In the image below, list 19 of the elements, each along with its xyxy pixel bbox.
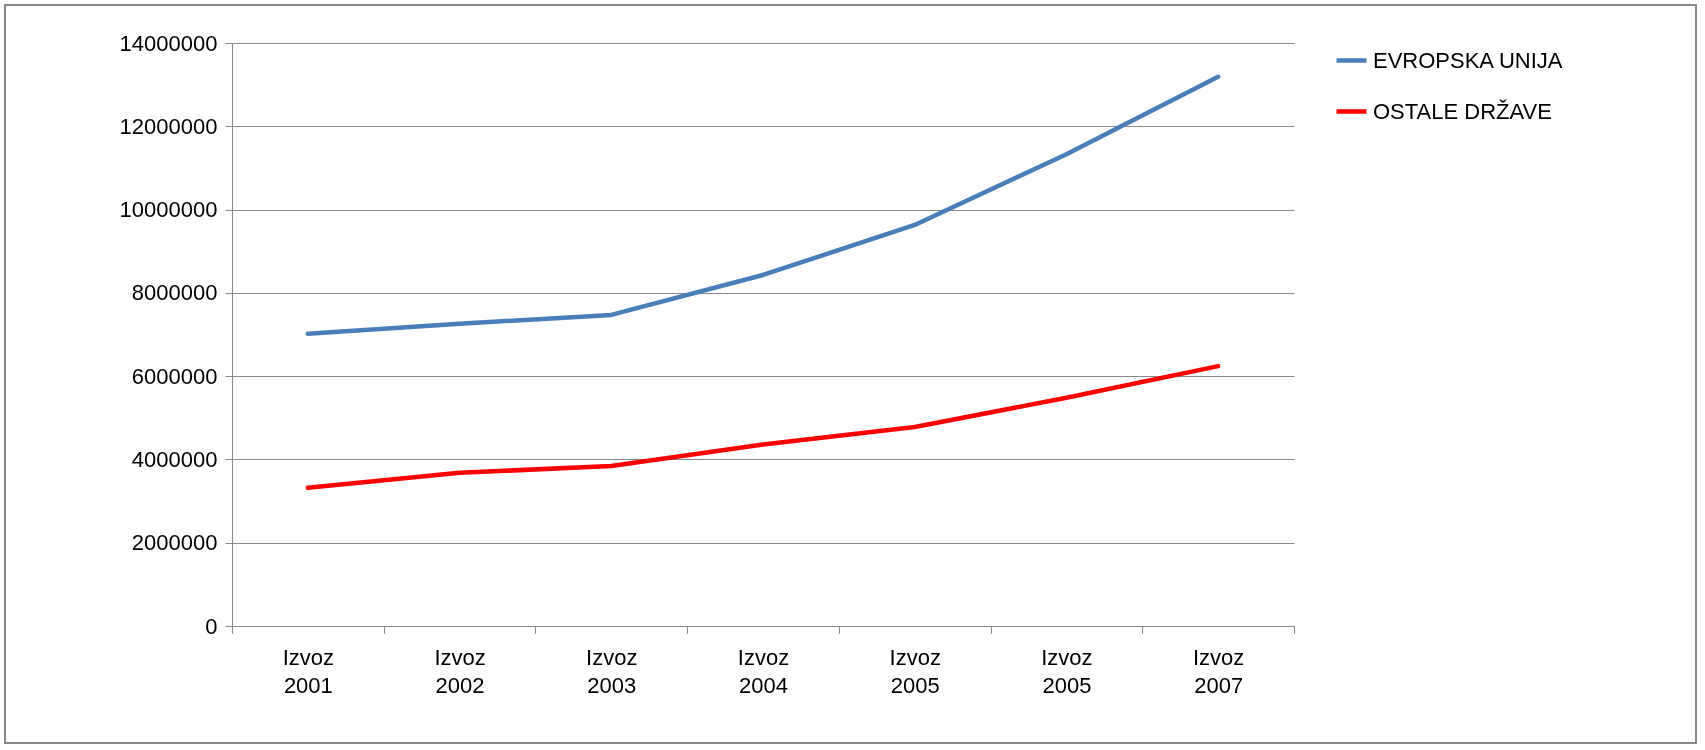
x-tick-label: Izvoz 2003 bbox=[586, 644, 638, 698]
y-tick-label: 14000000 bbox=[119, 30, 218, 56]
y-tick-label: 6000000 bbox=[131, 363, 218, 389]
x-tick-label: Izvoz 2004 bbox=[737, 644, 790, 698]
y-tick-label: 2000000 bbox=[131, 530, 218, 556]
y-tick-label: 10000000 bbox=[119, 197, 218, 223]
line-series bbox=[305, 363, 1221, 490]
y-tick-label: 8000000 bbox=[131, 280, 218, 306]
x-tick-label: Izvoz 2005 bbox=[889, 644, 941, 698]
y-tick-label: 12000000 bbox=[119, 113, 218, 139]
y-tick-label: 4000000 bbox=[131, 446, 218, 472]
legend-label: OSTALE DRŽAVE bbox=[1373, 98, 1552, 124]
x-tick-label: Izvoz 2005 bbox=[1041, 644, 1093, 698]
line-series bbox=[305, 74, 1221, 336]
x-tick-label: Izvoz 2001 bbox=[282, 644, 335, 698]
x-tick-label: Izvoz 2007 bbox=[1192, 644, 1245, 698]
x-tick-label: Izvoz 2002 bbox=[434, 644, 486, 698]
legend-label: EVROPSKA UNIJA bbox=[1373, 47, 1563, 73]
y-tick-label: 0 bbox=[205, 613, 218, 639]
